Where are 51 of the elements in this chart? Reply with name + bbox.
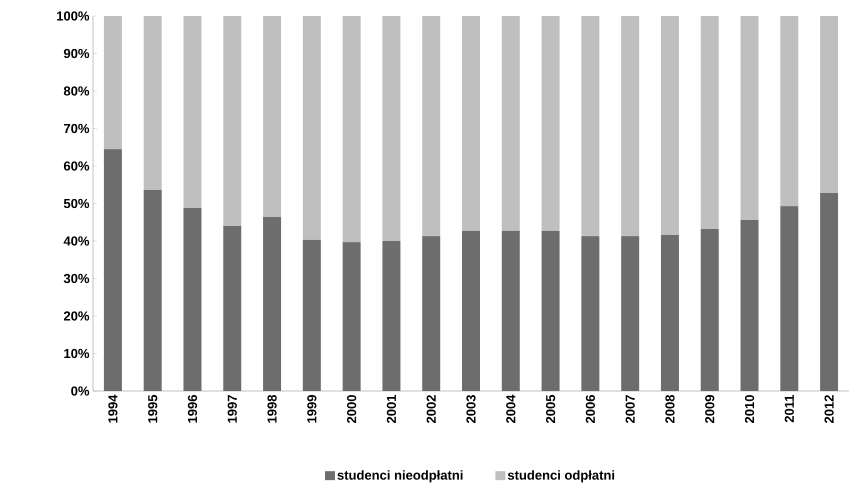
bar <box>342 16 361 242</box>
bar <box>422 16 440 236</box>
y-tick-label: 10% <box>64 348 90 358</box>
bar <box>820 16 838 194</box>
x-tick-label: 2004 <box>506 394 516 424</box>
bar <box>660 16 679 236</box>
x-tick-label: 2007 <box>626 395 635 424</box>
x-tick-label: 1997 <box>228 395 237 423</box>
bar <box>740 16 759 220</box>
bar <box>144 16 162 190</box>
x-tick-label: 2008 <box>665 394 675 424</box>
bar <box>223 16 242 226</box>
bar <box>621 16 640 236</box>
x-tick-label: 2000 <box>347 395 356 424</box>
y-tick-label: 0% <box>71 386 90 396</box>
x-tick-label: 1998 <box>267 394 277 423</box>
bar <box>104 16 122 150</box>
bar <box>263 16 282 218</box>
x-tick-label: 2011 <box>784 394 794 422</box>
y-tick-label: 100% <box>57 11 90 21</box>
y-tick-label: 20% <box>64 311 90 321</box>
bar <box>581 16 600 236</box>
bar <box>382 16 400 242</box>
x-tick-label: 2006 <box>586 395 595 424</box>
y-tick-label: 90% <box>64 48 90 58</box>
x-tick-label: 1999 <box>307 395 316 423</box>
bar <box>542 16 560 231</box>
y-tick-label: 50% <box>64 198 90 208</box>
bar <box>462 16 480 231</box>
bar <box>780 16 798 206</box>
y-tick-label: 80% <box>64 86 90 96</box>
bar <box>183 16 202 208</box>
y-tick-label: 40% <box>64 236 90 246</box>
legend-label: studenci nieodpłatni <box>337 470 462 482</box>
x-tick-label: 2012 <box>824 395 834 424</box>
x-tick-label: 2003 <box>466 395 476 424</box>
x-tick-label: 2005 <box>546 394 556 424</box>
x-tick-label: 1994 <box>108 394 118 423</box>
legend-label: studenci odpłatni <box>508 470 614 482</box>
y-tick-label: 30% <box>64 274 90 284</box>
y-tick-label: 60% <box>64 161 90 171</box>
y-tick-label: 70% <box>64 124 90 134</box>
bar <box>700 16 719 230</box>
x-tick-label: 2010 <box>744 395 754 424</box>
x-tick-label: 2002 <box>426 395 436 424</box>
x-tick-label: 1995 <box>148 394 158 423</box>
x-tick-label: 2001 <box>386 394 396 424</box>
bar <box>302 16 321 240</box>
x-tick-label: 1996 <box>188 395 198 423</box>
bar <box>502 16 520 231</box>
x-tick-label: 2009 <box>705 395 714 424</box>
